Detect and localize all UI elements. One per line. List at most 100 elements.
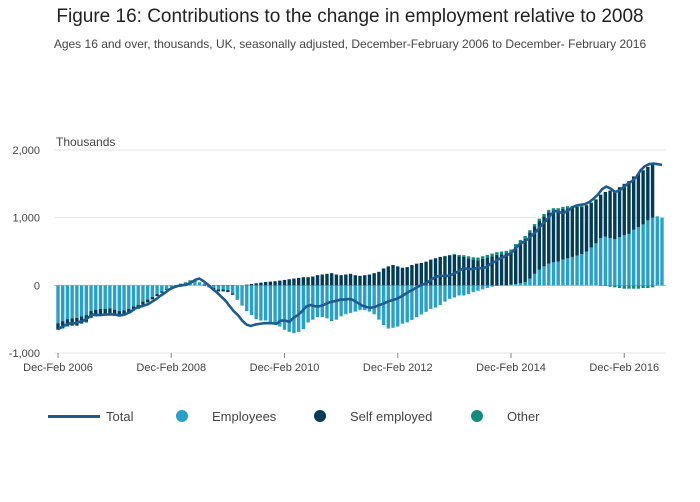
bar-employees[interactable] — [259, 285, 263, 321]
bar-self-employed[interactable] — [320, 274, 324, 286]
bar-self-employed[interactable] — [108, 308, 112, 315]
bar-other[interactable] — [344, 313, 348, 315]
bar-other[interactable] — [278, 325, 282, 327]
bar-other[interactable] — [339, 315, 343, 317]
bar-self-employed[interactable] — [528, 232, 532, 279]
bar-employees[interactable] — [641, 224, 645, 286]
bar-self-employed[interactable] — [278, 280, 282, 286]
bar-employees[interactable] — [514, 283, 518, 286]
bar-other[interactable] — [424, 311, 428, 312]
bar-employees[interactable] — [150, 285, 155, 297]
bar-employees[interactable] — [580, 254, 584, 286]
bar-other[interactable] — [296, 331, 301, 332]
bar-other[interactable] — [183, 282, 188, 283]
bar-other[interactable] — [410, 319, 414, 320]
bar-employees[interactable] — [575, 255, 579, 286]
bar-self-employed[interactable] — [311, 276, 315, 286]
bar-employees[interactable] — [377, 285, 381, 320]
bar-other[interactable] — [636, 285, 641, 289]
bar-employees[interactable] — [296, 285, 301, 332]
bar-employees[interactable] — [660, 217, 664, 286]
bar-other[interactable] — [547, 209, 551, 213]
bar-other[interactable] — [641, 285, 645, 289]
bar-self-employed[interactable] — [363, 275, 367, 286]
bar-self-employed[interactable] — [339, 275, 343, 286]
bar-self-employed[interactable] — [424, 261, 428, 286]
bar-employees[interactable] — [655, 216, 659, 286]
bar-self-employed[interactable] — [570, 207, 575, 257]
bar-other[interactable] — [518, 239, 523, 243]
bar-self-employed[interactable] — [282, 279, 287, 286]
bar-other[interactable] — [476, 257, 480, 261]
bar-other[interactable] — [551, 208, 556, 211]
bar-self-employed[interactable] — [329, 273, 334, 286]
bar-employees[interactable] — [405, 285, 409, 322]
bar-employees[interactable] — [584, 251, 589, 286]
bar-employees[interactable] — [160, 285, 164, 292]
bar-self-employed[interactable] — [447, 255, 452, 286]
bar-self-employed[interactable] — [514, 246, 518, 284]
bar-employees[interactable] — [334, 285, 339, 320]
bar-employees[interactable] — [65, 285, 70, 320]
bar-self-employed[interactable] — [603, 191, 608, 237]
bar-self-employed[interactable] — [542, 216, 546, 267]
bar-employees[interactable] — [363, 285, 367, 310]
bar-employees[interactable] — [353, 285, 357, 312]
bar-employees[interactable] — [490, 285, 494, 287]
bar-other[interactable] — [471, 257, 475, 260]
bar-self-employed[interactable] — [94, 309, 98, 316]
bar-other[interactable] — [627, 285, 631, 289]
bar-self-employed[interactable] — [631, 176, 636, 230]
bar-other[interactable] — [622, 285, 626, 289]
bar-other[interactable] — [490, 253, 494, 257]
bar-self-employed[interactable] — [358, 275, 362, 286]
bar-self-employed[interactable] — [627, 181, 631, 234]
bar-other[interactable] — [584, 204, 589, 206]
bar-self-employed[interactable] — [117, 311, 122, 317]
bar-self-employed[interactable] — [499, 254, 504, 286]
bar-employees[interactable] — [221, 285, 225, 290]
bar-self-employed[interactable] — [594, 199, 598, 244]
bar-employees[interactable] — [636, 227, 641, 286]
bar-employees[interactable] — [287, 285, 291, 332]
bar-self-employed[interactable] — [254, 283, 258, 286]
bar-self-employed[interactable] — [495, 254, 499, 286]
bar-other[interactable] — [178, 283, 183, 285]
bar-other[interactable] — [117, 316, 122, 317]
bar-employees[interactable] — [447, 285, 452, 299]
bar-employees[interactable] — [570, 256, 575, 286]
bar-other[interactable] — [334, 319, 339, 320]
bar-other[interactable] — [617, 285, 622, 289]
bar-employees[interactable] — [164, 285, 169, 290]
bar-self-employed[interactable] — [598, 194, 603, 238]
bar-self-employed[interactable] — [367, 274, 372, 286]
bar-self-employed[interactable] — [532, 226, 537, 274]
bar-other[interactable] — [188, 280, 192, 281]
bar-other[interactable] — [202, 283, 206, 285]
bar-employees[interactable] — [438, 285, 442, 305]
bar-other[interactable] — [197, 282, 202, 283]
bar-employees[interactable] — [193, 281, 197, 286]
bar-employees[interactable] — [249, 285, 254, 316]
bar-other[interactable] — [301, 328, 306, 330]
bar-other[interactable] — [212, 284, 216, 286]
bar-self-employed[interactable] — [429, 259, 433, 286]
bar-self-employed[interactable] — [485, 257, 490, 286]
bar-self-employed[interactable] — [315, 275, 320, 286]
bar-self-employed[interactable] — [268, 281, 273, 286]
bar-self-employed[interactable] — [230, 293, 235, 295]
bar-employees[interactable] — [301, 285, 306, 329]
bar-employees[interactable] — [127, 285, 131, 310]
bar-self-employed[interactable] — [518, 242, 523, 284]
bar-self-employed[interactable] — [202, 285, 206, 286]
bar-employees[interactable] — [608, 237, 612, 286]
bar-employees[interactable] — [306, 285, 310, 322]
bar-employees[interactable] — [631, 229, 636, 286]
bar-employees[interactable] — [547, 263, 551, 286]
bar-self-employed[interactable] — [504, 253, 508, 286]
bar-self-employed[interactable] — [306, 277, 310, 286]
bar-employees[interactable] — [372, 285, 376, 314]
bar-other[interactable] — [311, 319, 315, 320]
bar-self-employed[interactable] — [127, 309, 131, 314]
bar-other[interactable] — [523, 235, 527, 239]
